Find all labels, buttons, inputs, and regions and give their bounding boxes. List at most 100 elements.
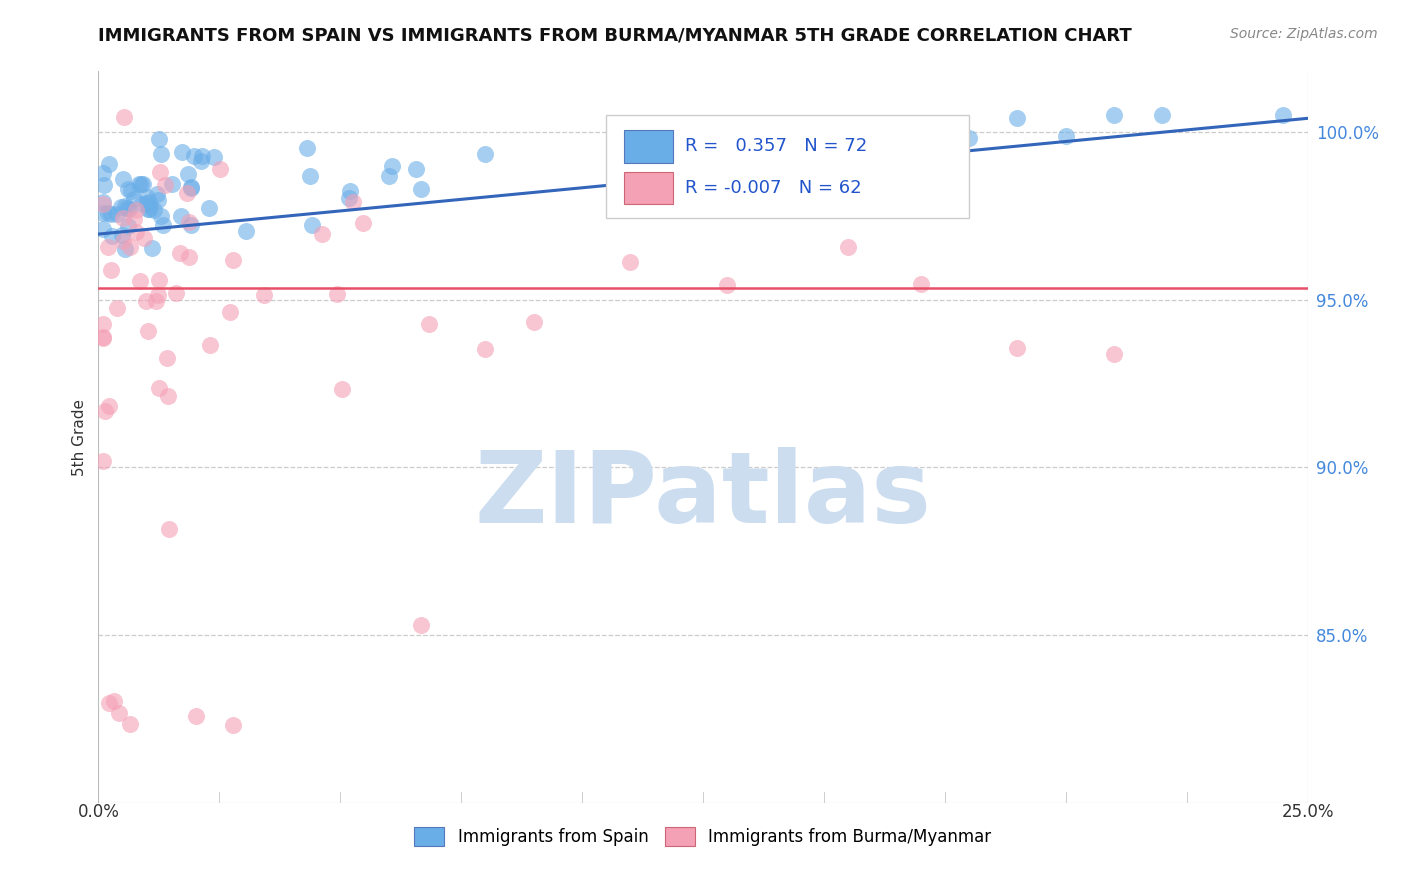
Point (138, 202, 160, 216)
Point (136, 202, 159, 217)
Point (619, 122, 641, 136)
Point (108, 706, 131, 720)
Point (157, 522, 180, 536)
Point (91, 317, 114, 331)
Bar (624, 171, 673, 204)
Text: Source: ZipAtlas.com: Source: ZipAtlas.com (1230, 27, 1378, 41)
Point (716, 278, 738, 293)
Point (132, 231, 155, 245)
Point (114, 242, 136, 256)
Text: ZIPatlas: ZIPatlas (475, 447, 931, 544)
Point (131, 197, 153, 211)
Point (377, 169, 399, 183)
Point (150, 209, 173, 223)
Point (118, 202, 141, 216)
Point (111, 211, 134, 225)
Point (405, 161, 427, 176)
Point (169, 246, 191, 260)
Point (148, 273, 170, 287)
Point (111, 172, 134, 186)
Point (198, 337, 221, 351)
Point (145, 294, 167, 309)
Point (132, 177, 155, 191)
Point (837, 239, 859, 253)
Point (326, 287, 349, 301)
Point (716, 127, 738, 141)
Point (146, 288, 169, 302)
Point (97, 206, 120, 220)
Legend: Immigrants from Spain, Immigrants from Burma/Myanmar: Immigrants from Spain, Immigrants from B… (408, 821, 998, 853)
Point (153, 178, 176, 193)
Point (125, 225, 148, 239)
Point (97, 239, 120, 253)
Text: R =   0.357   N = 72: R = 0.357 N = 72 (685, 137, 868, 155)
Point (157, 389, 180, 403)
Point (180, 181, 202, 195)
Point (411, 182, 433, 196)
Point (177, 215, 200, 229)
Point (114, 199, 136, 213)
Point (134, 293, 156, 308)
Point (149, 165, 172, 179)
Point (148, 132, 170, 146)
Point (179, 250, 201, 264)
Point (91, 196, 114, 211)
Point (299, 169, 322, 183)
Point (860, 161, 883, 176)
Point (91, 205, 114, 219)
Point (100, 229, 122, 244)
Point (141, 242, 163, 256)
Point (235, 224, 257, 238)
Point (180, 219, 202, 233)
Point (1272, 108, 1295, 122)
Point (170, 209, 193, 223)
Point (1102, 108, 1125, 122)
Point (204, 149, 226, 163)
Point (209, 162, 232, 177)
Point (120, 185, 142, 199)
Point (183, 149, 205, 163)
Point (117, 219, 139, 233)
Text: 0.0%: 0.0% (77, 803, 120, 821)
Y-axis label: 5th Grade: 5th Grade (72, 399, 87, 475)
Point (253, 287, 276, 301)
Point (122, 212, 145, 227)
Point (311, 227, 333, 241)
Point (136, 196, 159, 211)
Point (155, 351, 177, 365)
Point (91, 222, 114, 236)
Point (339, 184, 361, 198)
Point (1007, 111, 1029, 125)
Point (186, 708, 208, 723)
FancyBboxPatch shape (606, 115, 969, 218)
Point (93, 178, 115, 193)
Point (122, 193, 145, 207)
Point (105, 301, 128, 316)
Point (136, 190, 159, 204)
Point (177, 167, 200, 181)
Point (190, 154, 212, 169)
Point (98, 696, 121, 710)
Point (118, 717, 141, 731)
Point (91, 331, 114, 345)
Point (148, 194, 170, 208)
Point (138, 199, 160, 213)
Point (381, 159, 404, 173)
Point (138, 195, 160, 210)
Point (110, 200, 132, 214)
Text: R = -0.007   N = 62: R = -0.007 N = 62 (685, 179, 862, 197)
Point (111, 228, 134, 243)
Point (91, 330, 114, 344)
Point (115, 201, 138, 215)
Point (112, 110, 135, 124)
Point (91, 166, 114, 180)
Point (222, 252, 245, 267)
Point (120, 240, 142, 254)
Point (165, 285, 187, 300)
Point (103, 693, 125, 707)
Point (117, 182, 139, 196)
Point (221, 718, 243, 732)
Point (91, 453, 114, 467)
Point (98, 399, 121, 413)
Point (112, 234, 135, 248)
